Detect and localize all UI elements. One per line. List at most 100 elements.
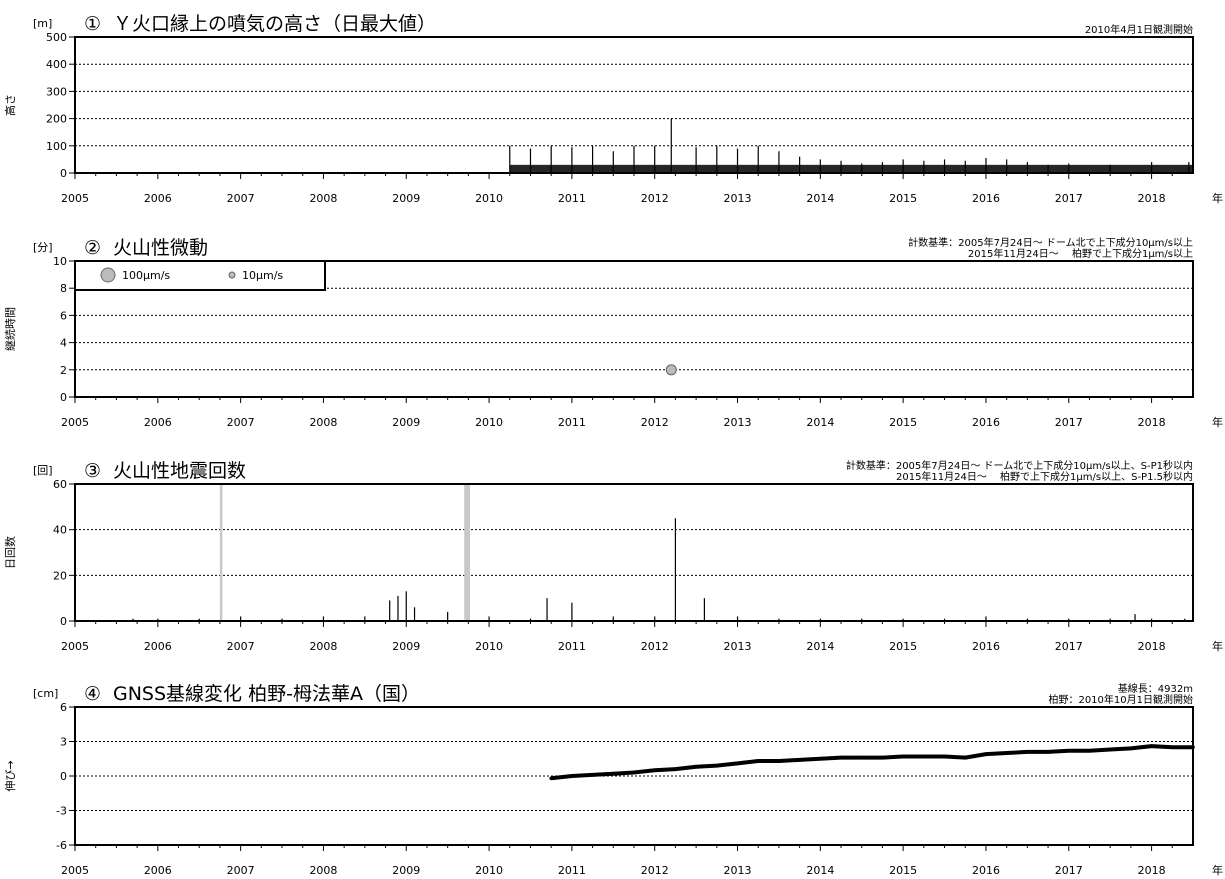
y-tick-label: 3 (60, 736, 67, 749)
panel-title: 火山性微動 (113, 237, 208, 259)
y-tick-label: 0 (60, 391, 67, 404)
panel-4: [cm] ④ GNSS基線変化 柏野-栂法華A（国） 基線長：4932m柏野：2010… (4, 682, 1223, 877)
gnss-point (859, 755, 864, 760)
panel-3: [回] ③ 火山性地震回数 計数基準：2005年7月24日～ ドーム北で上下成分10μ… (4, 459, 1223, 653)
panel-2: [分] ② 火山性微動 計数基準：2005年7月24日～ ドーム北で上下成分10μm/… (3, 236, 1223, 429)
gnss-point (652, 768, 657, 773)
x-tick-label: 2014 (806, 192, 834, 205)
gnss-point (1170, 745, 1175, 750)
tremor-point (665, 364, 677, 376)
y-tick-label: 200 (46, 113, 67, 126)
gnss-point (777, 759, 781, 763)
y-unit-label: [cm] (33, 687, 58, 700)
x-axis-unit: 年 (1212, 639, 1223, 653)
gnss-point (963, 755, 968, 760)
x-tick-label: 2017 (1055, 640, 1083, 653)
panel-number: ① (84, 13, 101, 35)
gnss-point (590, 773, 595, 777)
panel-note: 2015年11月24日～ 柏野で上下成分1μm/s以上、S-P1.5秒以内 (896, 470, 1193, 483)
x-tick-label: 2009 (392, 192, 420, 205)
gnss-point (1025, 750, 1030, 754)
x-tick-label: 2012 (641, 864, 669, 877)
y-tick-label: 8 (60, 282, 67, 295)
gnss-point (797, 758, 802, 762)
gnss-point (984, 752, 988, 756)
x-tick-label: 2015 (889, 864, 917, 877)
y-axis-label: 継続時間 (3, 307, 17, 351)
x-tick-label: 2010 (475, 416, 503, 429)
x-tick-label: 2014 (806, 864, 834, 877)
y-tick-label: 0 (60, 167, 67, 180)
gnss-point (570, 774, 574, 778)
gnss-point (1108, 747, 1112, 752)
x-tick-label: 2013 (724, 192, 752, 205)
x-tick-label: 2006 (144, 640, 172, 653)
no-data-band (219, 484, 223, 621)
x-tick-label: 2006 (144, 192, 172, 205)
panel-title: Ｙ火口縁上の噴気の高さ（日最大値） (113, 13, 436, 35)
gnss-point (1129, 746, 1133, 751)
x-tick-label: 2007 (227, 640, 255, 653)
x-tick-label: 2016 (972, 640, 1000, 653)
y-tick-label: 0 (60, 770, 67, 783)
y-tick-label: -3 (56, 805, 67, 818)
gnss-point (694, 765, 698, 769)
x-tick-label: 2005 (61, 192, 89, 205)
x-tick-label: 2008 (309, 192, 337, 205)
no-data-band (464, 484, 471, 621)
daily-bars-band (509, 164, 1193, 173)
gnss-point (673, 767, 678, 771)
panel-number: ② (84, 237, 101, 259)
y-tick-label: 300 (46, 85, 67, 98)
panel-title: 火山性地震回数 (113, 460, 246, 482)
gnss-point (839, 755, 843, 760)
x-tick-label: 2014 (806, 640, 834, 653)
y-tick-label: 20 (53, 569, 67, 582)
legend-label-10: 10μm/s (242, 269, 283, 282)
y-tick-label: 10 (53, 255, 67, 268)
x-tick-label: 2010 (475, 192, 503, 205)
panel-number: ④ (84, 683, 101, 705)
gnss-point (818, 756, 823, 761)
x-tick-label: 2012 (641, 640, 669, 653)
x-tick-label: 2009 (392, 640, 420, 653)
y-axis-label: 高さ (3, 94, 17, 116)
x-tick-label: 2018 (1138, 416, 1166, 429)
panel-note: 計数基準：2005年7月24日～ ドーム北で上下成分10μm/s以上 (908, 236, 1193, 249)
x-tick-label: 2010 (475, 864, 503, 877)
gnss-point (549, 776, 553, 781)
x-tick-label: 2007 (227, 864, 255, 877)
x-tick-label: 2017 (1055, 416, 1083, 429)
x-tick-label: 2006 (144, 864, 172, 877)
gnss-point (922, 754, 926, 759)
x-tick-label: 2011 (558, 192, 586, 205)
y-axis-label: 伸び→ (4, 760, 17, 791)
x-tick-label: 2005 (61, 416, 89, 429)
x-tick-label: 2007 (227, 192, 255, 205)
panel-note: 2010年4月1日観測開始 (1085, 23, 1193, 36)
legend-box (74, 260, 326, 291)
panel-note: 柏野：2010年10月1日観測開始 (1048, 693, 1193, 706)
x-tick-label: 2013 (724, 640, 752, 653)
gnss-point (735, 761, 740, 766)
panel-note: 2015年11月24日～ 柏野で上下成分1μm/s以上 (968, 247, 1193, 260)
x-tick-label: 2012 (641, 416, 669, 429)
panel-note: 基線長：4932m (1118, 682, 1193, 695)
x-tick-label: 2009 (392, 864, 420, 877)
gnss-point (901, 754, 905, 759)
gnss-point (756, 759, 761, 763)
x-tick-label: 2016 (972, 416, 1000, 429)
x-tick-label: 2013 (724, 416, 752, 429)
y-tick-label: 40 (53, 524, 67, 537)
y-tick-label: 400 (46, 58, 67, 71)
x-tick-label: 2008 (309, 864, 337, 877)
y-tick-label: 4 (60, 337, 67, 350)
x-tick-label: 2014 (806, 416, 834, 429)
x-tick-label: 2011 (558, 640, 586, 653)
gnss-point (611, 771, 616, 776)
x-axis-unit: 年 (1212, 191, 1223, 205)
x-tick-label: 2018 (1138, 864, 1166, 877)
gnss-point (1046, 750, 1050, 754)
x-tick-label: 2008 (309, 416, 337, 429)
